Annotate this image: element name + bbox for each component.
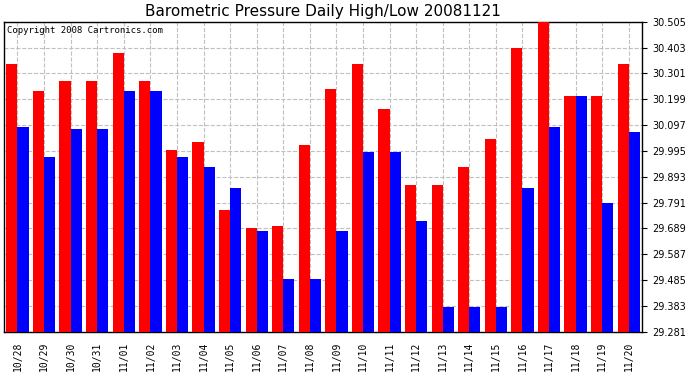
Bar bbox=[193, 142, 204, 332]
Bar bbox=[416, 220, 427, 332]
Bar bbox=[6, 63, 17, 332]
Bar bbox=[204, 167, 215, 332]
Bar bbox=[469, 307, 480, 332]
Bar bbox=[257, 231, 268, 332]
Bar bbox=[124, 92, 135, 332]
Bar bbox=[405, 185, 416, 332]
Bar bbox=[549, 127, 560, 332]
Bar bbox=[86, 81, 97, 332]
Bar bbox=[363, 152, 374, 332]
Bar bbox=[458, 167, 469, 332]
Bar bbox=[390, 152, 401, 332]
Bar bbox=[17, 127, 28, 332]
Bar bbox=[618, 63, 629, 332]
Bar bbox=[310, 279, 321, 332]
Bar bbox=[352, 63, 363, 332]
Bar bbox=[431, 185, 443, 332]
Bar bbox=[325, 89, 337, 332]
Bar bbox=[70, 129, 82, 332]
Bar bbox=[272, 226, 284, 332]
Bar bbox=[522, 188, 533, 332]
Bar bbox=[139, 81, 150, 332]
Bar bbox=[166, 150, 177, 332]
Bar bbox=[511, 48, 522, 332]
Bar bbox=[496, 307, 507, 332]
Bar bbox=[485, 140, 496, 332]
Bar bbox=[230, 188, 241, 332]
Bar bbox=[59, 81, 70, 332]
Bar bbox=[246, 228, 257, 332]
Bar bbox=[112, 53, 124, 332]
Bar bbox=[177, 157, 188, 332]
Bar bbox=[337, 231, 348, 332]
Title: Barometric Pressure Daily High/Low 20081121: Barometric Pressure Daily High/Low 20081… bbox=[145, 4, 501, 19]
Bar bbox=[284, 279, 295, 332]
Text: Copyright 2008 Cartronics.com: Copyright 2008 Cartronics.com bbox=[8, 26, 164, 35]
Bar bbox=[443, 307, 454, 332]
Bar bbox=[591, 96, 602, 332]
Bar bbox=[378, 109, 390, 332]
Bar bbox=[299, 145, 310, 332]
Bar bbox=[629, 132, 640, 332]
Bar bbox=[150, 92, 161, 332]
Bar bbox=[33, 92, 44, 332]
Bar bbox=[97, 129, 108, 332]
Bar bbox=[564, 96, 575, 332]
Bar bbox=[538, 18, 549, 332]
Bar bbox=[219, 210, 230, 332]
Bar bbox=[602, 203, 613, 332]
Bar bbox=[575, 96, 586, 332]
Bar bbox=[44, 157, 55, 332]
